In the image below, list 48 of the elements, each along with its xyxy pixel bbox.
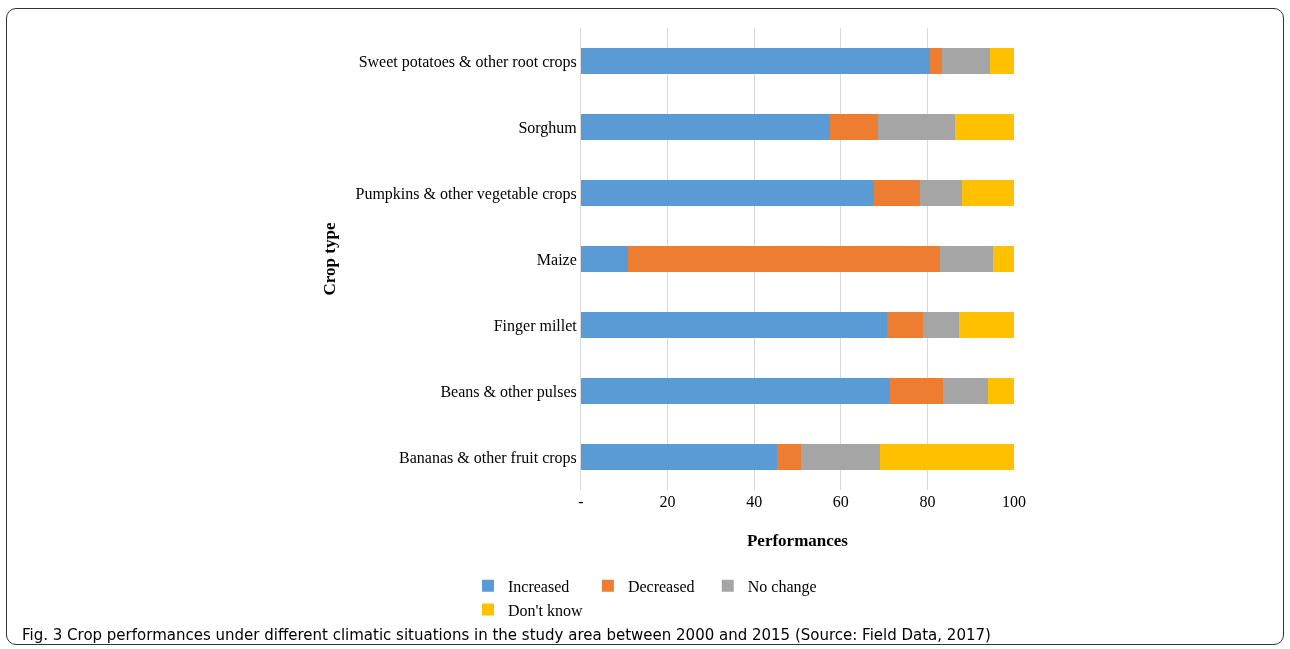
- x-tick-label: 20: [659, 493, 676, 510]
- bar: [581, 311, 887, 339]
- y-tick-label: Beans & other pulses: [440, 382, 577, 401]
- bar: [930, 47, 942, 75]
- bar: [920, 179, 963, 207]
- bar: [889, 377, 944, 405]
- x-tick-label: -: [578, 493, 584, 510]
- bar: [581, 443, 778, 471]
- bar: [940, 245, 993, 273]
- bar: [777, 443, 801, 471]
- bar: [962, 179, 1014, 207]
- bar: [830, 113, 879, 141]
- bar: [581, 245, 629, 273]
- bar: [923, 311, 960, 339]
- legend-label: Decreased: [627, 577, 695, 595]
- x-tick-label: 40: [746, 493, 763, 510]
- bar: [959, 311, 1014, 339]
- bar: [581, 179, 874, 207]
- legend-label: Increased: [508, 577, 570, 595]
- y-tick-label: Pumpkins & other vegetable crops: [355, 184, 577, 203]
- bar: [581, 113, 831, 141]
- bar: [878, 113, 956, 141]
- y-tick-label: Finger millet: [493, 316, 578, 335]
- x-tick-label: 60: [832, 493, 849, 510]
- bar: [955, 113, 1014, 141]
- legend-label: Don't know: [508, 601, 583, 619]
- bar: [989, 47, 1014, 75]
- bar: [581, 47, 931, 75]
- bar: [879, 443, 1014, 471]
- y-tick-label: Maize: [536, 250, 577, 268]
- bar: [941, 47, 990, 75]
- y-axis-title: Crop type: [320, 222, 340, 296]
- bar: [886, 311, 924, 339]
- bar: [943, 377, 989, 405]
- x-tick-label: 80: [919, 493, 936, 510]
- bar: [988, 377, 1014, 405]
- y-tick-label: Bananas & other fruit crops: [399, 448, 577, 467]
- y-tick-label: Sweet potatoes & other root crops: [358, 52, 577, 71]
- legend-label: No change: [747, 577, 817, 596]
- bar: [581, 377, 890, 405]
- bar: [800, 443, 880, 471]
- bar: [873, 179, 921, 207]
- bar: [628, 245, 941, 273]
- bar: [992, 245, 1014, 273]
- x-tick-label: 100: [1002, 493, 1026, 510]
- y-tick-label: Sorghum: [518, 118, 578, 137]
- x-axis-title: Performances: [746, 531, 849, 551]
- caption: Fig. 3 Crop performances under different climatic situations in the study area between 2000 and 2015 (Source: Field Data, 2017): [22, 626, 991, 644]
